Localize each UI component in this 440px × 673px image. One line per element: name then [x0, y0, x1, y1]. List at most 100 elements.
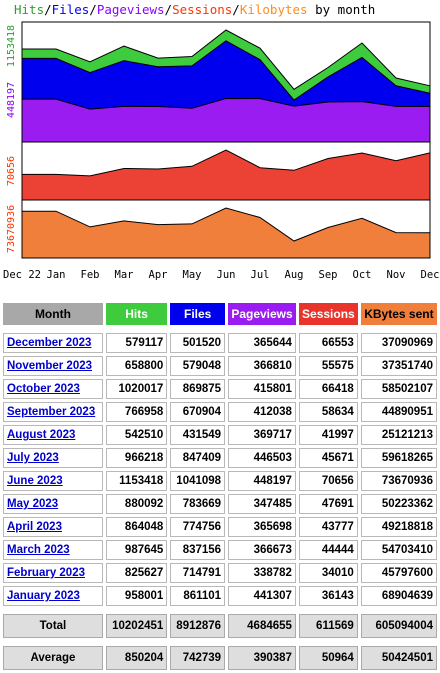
month-link[interactable]: March 2023 [7, 544, 70, 556]
sessions-cell: 45671 [298, 448, 358, 468]
month-link[interactable]: May 2023 [7, 498, 59, 510]
table-row: October 2023 1020017 869875 415801 66418 5850… [3, 379, 437, 399]
pageviews-cell: 366810 [228, 356, 296, 376]
hits-cell: 766958 [105, 402, 168, 422]
hits-cell: 966218 [105, 448, 168, 468]
x-tick-label: Dec 22 [3, 269, 41, 281]
line-kilobytes [22, 207, 431, 242]
pageviews-cell: 369717 [228, 425, 296, 445]
line-sessions [22, 149, 431, 177]
hits-cell: 864048 [105, 517, 168, 537]
month-link[interactable]: September 2023 [7, 406, 96, 418]
hits-cell: 880092 [105, 494, 168, 514]
table-row: May 2023 880092 783669 347485 47691 50223362 [3, 494, 437, 514]
monthly-usage-chart: Hits/Files/Pageviews/Sessions/Kilobytes … [3, 2, 439, 281]
chart-panel-1: 1153418 [6, 21, 431, 143]
total-files-cell: 8912876 [170, 614, 226, 638]
month-link[interactable]: January 2023 [7, 590, 80, 602]
table-row: August 2023 542510 431549 369717 41997 251212… [3, 425, 437, 445]
line-hits [22, 29, 431, 90]
kbytes-cell: 37351740 [360, 356, 437, 376]
column-header-sessions: Sessions [298, 303, 358, 325]
column-header-files: Files [170, 303, 226, 325]
average-row: Average 850204 742739 390387 50964 50424501 [3, 646, 437, 670]
area-sessions [22, 150, 430, 200]
pageviews-cell: 415801 [228, 379, 296, 399]
spacer-row [3, 641, 437, 643]
sessions-cell: 47691 [298, 494, 358, 514]
title-part: by month [308, 2, 376, 17]
table-row: November 2023 658800 579048 366810 55575 3735… [3, 356, 437, 376]
title-part: Sessions [172, 2, 232, 17]
files-cell: 861101 [170, 586, 226, 606]
panel-max-label: 1153418 [6, 25, 17, 67]
sessions-cell: 36143 [298, 586, 358, 606]
chart-title-text: Hits/Files/Pageviews/Sessions/Kilobytes … [14, 2, 375, 17]
month-link[interactable]: February 2023 [7, 567, 85, 579]
files-cell: 670904 [170, 402, 226, 422]
chart-panel-2: 70656 [6, 141, 431, 201]
month-cell: December 2023 [3, 333, 103, 353]
table-row: December 2023 579117 501520 365644 66553 3709… [3, 333, 437, 353]
month-link[interactable]: July 2023 [7, 452, 59, 464]
month-cell: January 2023 [3, 586, 103, 606]
table-header-row: Month Hits Files Pageviews Sessions KBytes se… [3, 303, 437, 325]
total-label: Total [3, 614, 103, 638]
files-cell: 431549 [170, 425, 226, 445]
sessions-cell: 70656 [298, 471, 358, 491]
line-files [22, 40, 431, 101]
table-row: January 2023 958001 861101 441307 36143 68904… [3, 586, 437, 606]
title-part: Pageviews [97, 2, 165, 17]
x-tick-label: Jun [217, 269, 236, 281]
spacer-cell [3, 609, 437, 611]
month-link[interactable]: October 2023 [7, 383, 80, 395]
column-header-pageviews: Pageviews [228, 303, 296, 325]
hits-cell: 658800 [105, 356, 168, 376]
x-tick-label: Mar [115, 269, 134, 281]
pageviews-cell: 446503 [228, 448, 296, 468]
month-link[interactable]: November 2023 [7, 360, 93, 372]
column-header-month: Month [3, 303, 103, 325]
month-link[interactable]: June 2023 [7, 475, 63, 487]
month-cell: April 2023 [3, 517, 103, 537]
title-part: / [89, 2, 97, 17]
pageviews-cell: 338782 [228, 563, 296, 583]
area-pageviews [22, 98, 430, 142]
month-cell: February 2023 [3, 563, 103, 583]
total-kbytes-cell: 605094004 [360, 614, 437, 638]
chart-panels: 1153418 70656 73670936 448197 [6, 21, 431, 259]
month-link[interactable]: April 2023 [7, 521, 62, 533]
month-cell: June 2023 [3, 471, 103, 491]
panel-max-label: 73670936 [6, 205, 17, 253]
kbytes-cell: 50223362 [360, 494, 437, 514]
hits-cell: 542510 [105, 425, 168, 445]
x-tick-label: Feb [81, 269, 100, 281]
x-tick-label: Oct [353, 269, 372, 281]
average-kbytes-cell: 50424501 [360, 646, 437, 670]
month-link[interactable]: August 2023 [7, 429, 76, 441]
sessions-cell: 55575 [298, 356, 358, 376]
files-cell: 714791 [170, 563, 226, 583]
month-link[interactable]: December 2023 [7, 337, 92, 349]
sessions-cell: 34010 [298, 563, 358, 583]
hits-cell: 825627 [105, 563, 168, 583]
kbytes-cell: 59618265 [360, 448, 437, 468]
spacer-row [3, 609, 437, 611]
average-label: Average [3, 646, 103, 670]
monthly-stats-table-container: Month Hits Files Pageviews Sessions KBytes se… [0, 300, 440, 673]
sessions-cell: 58634 [298, 402, 358, 422]
x-tick-label: Aug [285, 269, 304, 281]
pageviews-cell: 366673 [228, 540, 296, 560]
title-part: Kilobytes [240, 2, 308, 17]
total-row: Total 10202451 8912876 4684655 611569 6050940… [3, 614, 437, 638]
x-tick-label: May [183, 269, 202, 281]
spacer-cell [3, 641, 437, 643]
title-part: / [165, 2, 173, 17]
pageviews-cell: 347485 [228, 494, 296, 514]
files-cell: 869875 [170, 379, 226, 399]
files-cell: 501520 [170, 333, 226, 353]
column-header-hits: Hits [105, 303, 168, 325]
total-pageviews-cell: 4684655 [228, 614, 296, 638]
kbytes-cell: 68904639 [360, 586, 437, 606]
x-tick-label: Sep [319, 269, 338, 281]
